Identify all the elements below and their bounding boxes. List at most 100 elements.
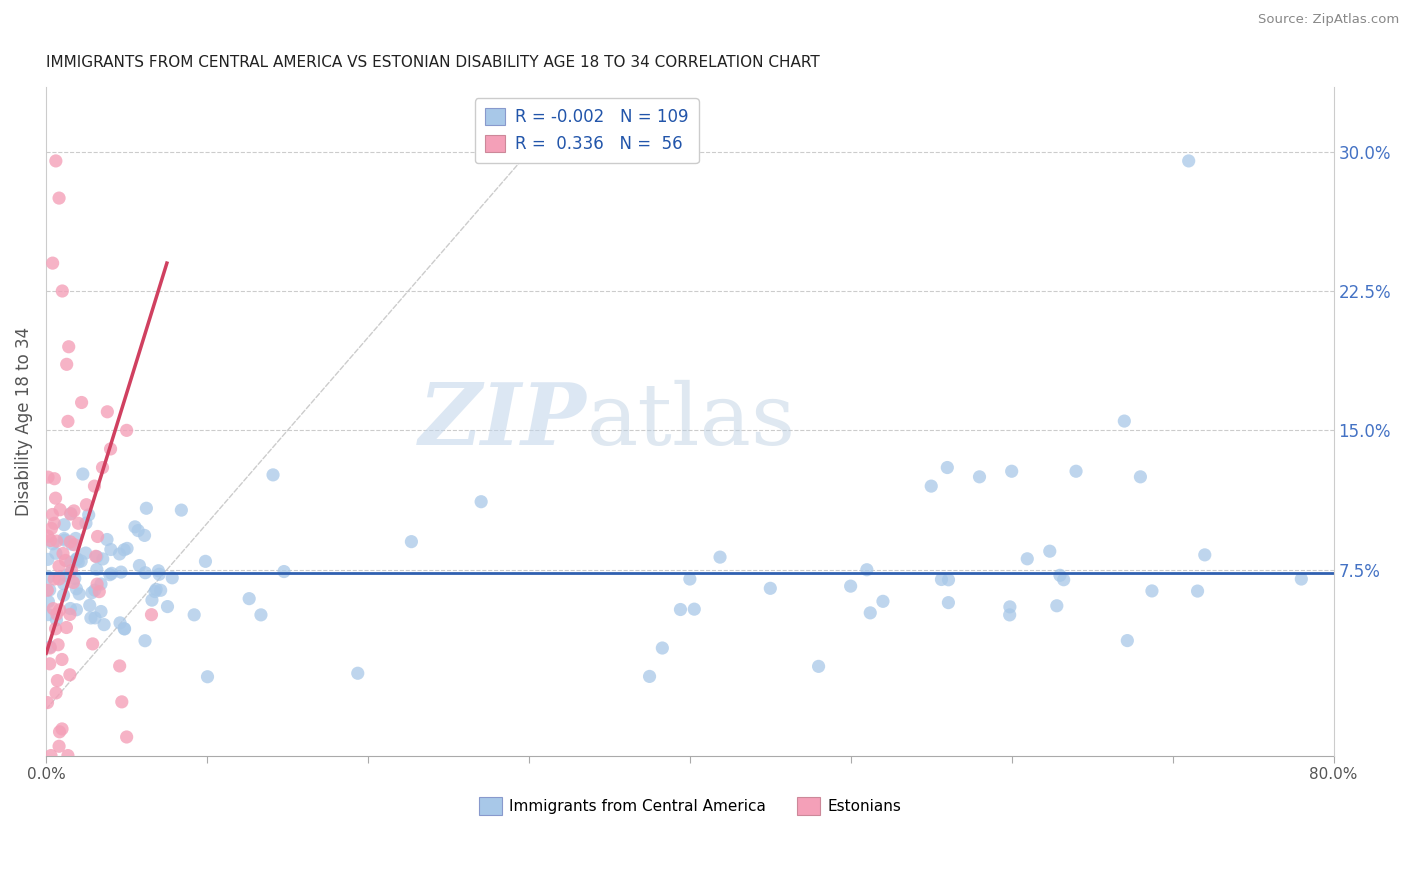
Point bbox=[39, 748, 62, 763]
Point bbox=[96, 405, 118, 419]
Point bbox=[45, 613, 67, 627]
Point bbox=[59, 607, 82, 622]
Point bbox=[470, 494, 492, 508]
Point bbox=[148, 567, 170, 582]
Point bbox=[91, 460, 114, 475]
Point bbox=[51, 722, 73, 736]
Point bbox=[56, 414, 79, 428]
Point bbox=[70, 554, 93, 568]
Point bbox=[66, 551, 89, 566]
Point bbox=[55, 620, 77, 634]
Point bbox=[679, 572, 702, 586]
Point bbox=[920, 479, 942, 493]
Point bbox=[128, 558, 150, 573]
Point bbox=[53, 533, 76, 548]
Point bbox=[839, 579, 862, 593]
Point bbox=[86, 549, 108, 564]
Point bbox=[807, 659, 830, 673]
Point bbox=[44, 472, 66, 486]
Point bbox=[67, 555, 90, 569]
Point bbox=[124, 520, 146, 534]
Point bbox=[108, 547, 131, 561]
Point bbox=[48, 603, 70, 617]
Point bbox=[37, 696, 59, 710]
Point bbox=[59, 668, 82, 682]
Point bbox=[48, 191, 70, 205]
Point bbox=[401, 534, 423, 549]
Point bbox=[59, 555, 82, 569]
Point bbox=[37, 529, 59, 543]
Point bbox=[46, 673, 69, 688]
Point bbox=[148, 564, 170, 578]
Point bbox=[65, 582, 87, 596]
Point bbox=[41, 256, 63, 270]
Point bbox=[90, 577, 112, 591]
Point bbox=[80, 585, 103, 599]
Point bbox=[998, 599, 1021, 614]
Point bbox=[98, 567, 121, 582]
Point bbox=[37, 583, 59, 598]
Point bbox=[65, 532, 87, 546]
Point bbox=[1017, 551, 1039, 566]
Point bbox=[67, 516, 90, 531]
Point bbox=[41, 508, 63, 522]
Point bbox=[931, 573, 953, 587]
Point bbox=[38, 657, 60, 671]
Point bbox=[59, 534, 82, 549]
Point bbox=[859, 606, 882, 620]
Point bbox=[115, 730, 138, 744]
Point bbox=[134, 528, 156, 542]
Point bbox=[709, 550, 731, 565]
Point bbox=[53, 532, 76, 546]
Point bbox=[115, 541, 138, 556]
Point bbox=[1064, 464, 1087, 478]
Point bbox=[108, 659, 131, 673]
Point bbox=[39, 640, 62, 654]
Point bbox=[938, 596, 960, 610]
Point bbox=[45, 491, 67, 505]
Point bbox=[134, 566, 156, 580]
Point bbox=[143, 584, 166, 599]
Y-axis label: Disability Age 18 to 34: Disability Age 18 to 34 bbox=[15, 326, 32, 516]
Point bbox=[51, 652, 73, 666]
Point bbox=[96, 533, 118, 547]
Point bbox=[56, 748, 79, 763]
Point bbox=[86, 529, 108, 543]
Point bbox=[141, 607, 163, 622]
Point bbox=[1177, 153, 1199, 168]
Point bbox=[37, 607, 59, 622]
Point bbox=[48, 724, 70, 739]
Point bbox=[160, 571, 183, 585]
Point bbox=[45, 153, 67, 168]
Point bbox=[63, 571, 86, 585]
Point bbox=[93, 617, 115, 632]
Point bbox=[44, 516, 66, 531]
Point bbox=[55, 357, 77, 371]
Point bbox=[110, 565, 132, 579]
Point bbox=[89, 584, 111, 599]
Point bbox=[86, 562, 108, 576]
Point bbox=[872, 594, 894, 608]
Point bbox=[70, 395, 93, 409]
Point bbox=[66, 552, 89, 566]
Point bbox=[90, 605, 112, 619]
Point bbox=[669, 602, 692, 616]
Point bbox=[1194, 548, 1216, 562]
Point bbox=[37, 552, 59, 566]
Point bbox=[1049, 568, 1071, 582]
Point bbox=[114, 622, 136, 636]
Point bbox=[52, 576, 75, 591]
Point bbox=[1187, 584, 1209, 599]
Point bbox=[79, 599, 101, 613]
Point bbox=[84, 611, 107, 625]
Point bbox=[53, 517, 76, 532]
Point bbox=[55, 568, 77, 582]
Point bbox=[39, 533, 62, 548]
Point bbox=[1291, 572, 1313, 586]
Point bbox=[65, 603, 87, 617]
Point bbox=[86, 577, 108, 591]
Point bbox=[48, 559, 70, 574]
Point bbox=[52, 546, 75, 560]
Point bbox=[115, 423, 138, 437]
Point bbox=[112, 622, 135, 636]
